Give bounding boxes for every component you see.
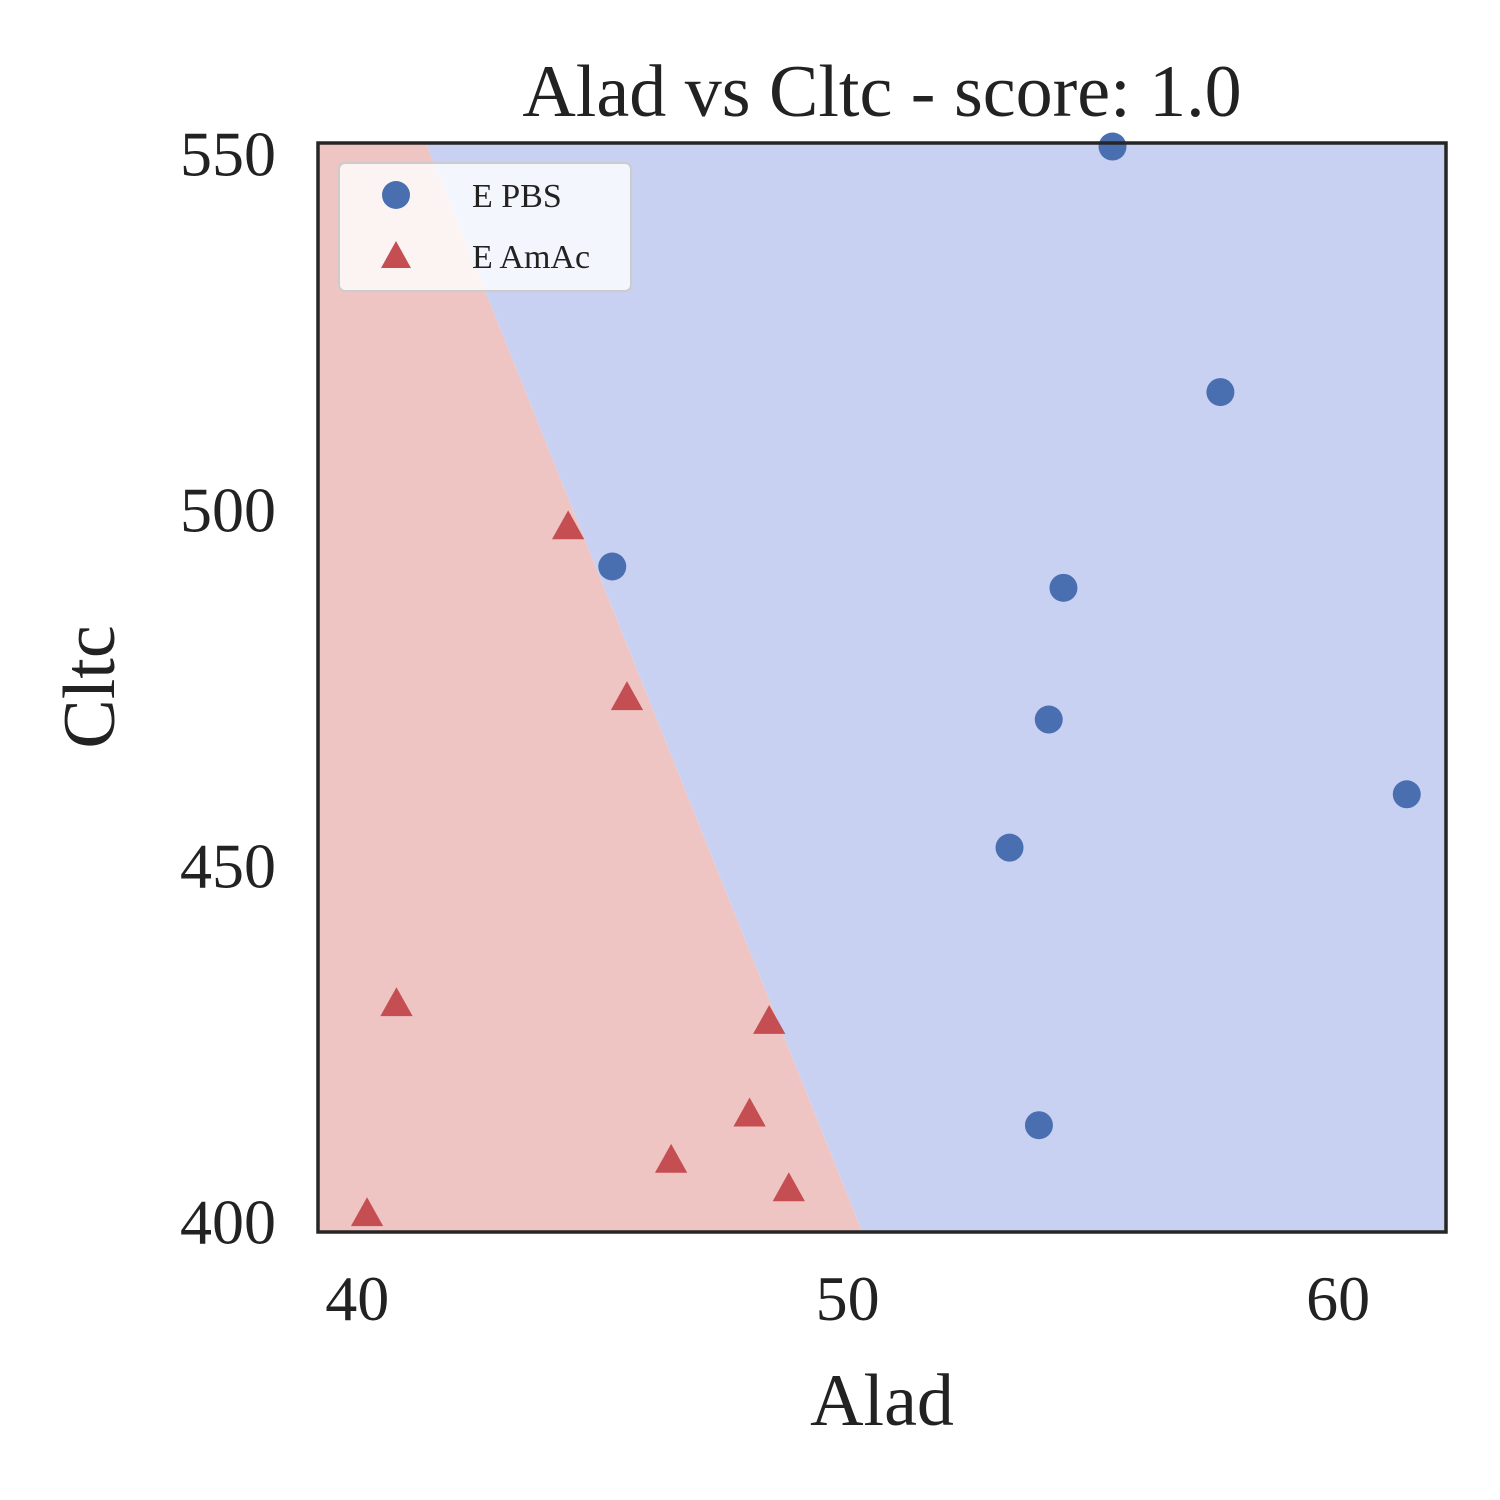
x-tick-label-40: 40 [325, 1263, 389, 1334]
point-e-pbs-0 [1098, 132, 1127, 161]
legend-label-e-pbs: E PBS [472, 178, 562, 215]
x-tick-label-50: 50 [816, 1263, 880, 1334]
point-e-amac-3 [753, 1005, 786, 1034]
data-points [350, 132, 1421, 1227]
point-e-pbs-3 [1049, 573, 1078, 602]
point-e-pbs-7 [1024, 1111, 1053, 1140]
point-e-amac-1 [610, 681, 644, 711]
y-tick-label-550: 550 [180, 119, 276, 190]
legend-box [338, 162, 632, 292]
x-tick-label-60: 60 [1306, 1263, 1370, 1334]
point-e-amac-0 [551, 510, 585, 540]
point-e-pbs-6 [995, 833, 1024, 862]
point-e-amac-6 [772, 1172, 805, 1202]
x-axis-ticks: 40 50 60 [325, 1263, 1370, 1334]
legend: E PBS E AmAc [338, 162, 632, 292]
x-axis-label: Alad [810, 1360, 954, 1442]
legend-label-e-amac: E AmAc [472, 239, 590, 276]
legend-marker-e-pbs [382, 181, 410, 209]
region-e-amac [318, 143, 863, 1232]
legend-marker-e-amac [381, 241, 411, 268]
chart-title: Alad vs Cltc - score: 1.0 [522, 51, 1241, 133]
point-e-pbs-2 [598, 552, 627, 581]
point-e-pbs-5 [1392, 780, 1421, 809]
y-axis-ticks: 400 450 500 550 [180, 119, 276, 1258]
point-e-pbs-4 [1034, 705, 1063, 734]
plot-frame [316, 141, 1448, 1234]
point-e-pbs-1 [1206, 378, 1235, 407]
y-tick-label-400: 400 [180, 1186, 276, 1257]
region-e-pbs [425, 143, 1447, 1232]
point-e-amac-4 [733, 1097, 766, 1127]
decision-regions [318, 143, 1447, 1232]
point-e-amac-5 [654, 1143, 688, 1173]
y-tick-label-450: 450 [180, 830, 276, 901]
point-e-amac-7 [350, 1197, 384, 1227]
y-tick-label-500: 500 [180, 475, 276, 546]
point-e-amac-2 [380, 987, 413, 1017]
y-axis-label: Cltc [49, 625, 131, 748]
